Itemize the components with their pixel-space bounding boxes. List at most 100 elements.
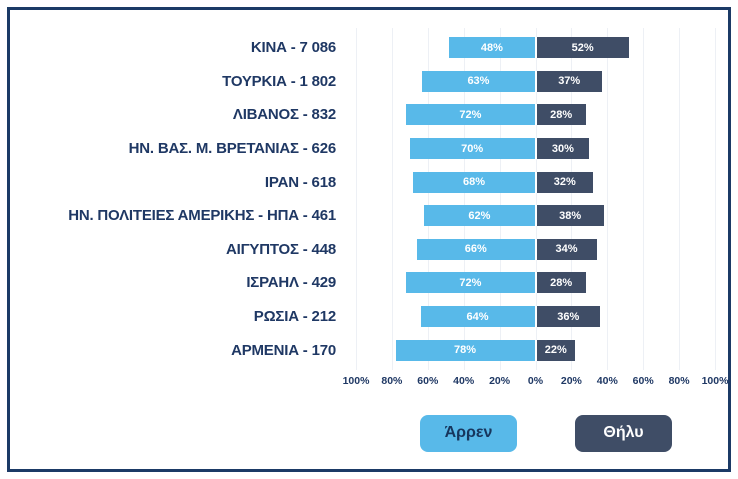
male-half: 64% <box>356 306 536 328</box>
category-label: ΛΙΒΑΝΟΣ - 832 <box>232 106 336 124</box>
gridline <box>571 28 573 370</box>
row-plot: 64% 36% <box>356 306 716 328</box>
axis-tick-label: 80% <box>381 374 403 387</box>
female-bar[interactable]: 52% <box>535 37 629 59</box>
female-bar[interactable]: 30% <box>535 138 590 160</box>
axis-tick-label: 0% <box>527 374 544 387</box>
axis-tick-label: 60% <box>417 374 439 387</box>
chart-row: ΙΣΡΑΗΛ - 429 72% 28% <box>10 266 728 300</box>
axis-tick-label: 100% <box>701 374 729 387</box>
row-plot: 63% 37% <box>356 70 716 92</box>
legend-button-male[interactable]: Άρρεν <box>420 414 517 452</box>
category-label: ΗΝ. ΠΟΛΙΤΕΙΕΣ ΑΜΕΡΙΚΗΣ - ΗΠΑ - 461 <box>68 207 336 225</box>
row-plot: 62% 38% <box>356 205 716 227</box>
chart-row: ΗΝ. ΠΟΛΙΤΕΙΕΣ ΑΜΕΡΙΚΗΣ - ΗΠΑ - 461 62% 38% <box>10 199 728 233</box>
category-label: ΑΙΓΥΠΤΟΣ - 448 <box>226 240 336 258</box>
female-half: 22% <box>535 339 716 361</box>
gridline <box>715 28 716 370</box>
axis-tick-label: 60% <box>632 374 654 387</box>
male-bar[interactable]: 72% <box>406 104 536 126</box>
male-half: 48% <box>356 37 536 59</box>
female-half: 28% <box>535 104 716 126</box>
gridline <box>643 28 645 370</box>
axis-tick-label: 100% <box>342 374 370 387</box>
male-bar[interactable]: 70% <box>409 138 536 160</box>
chart-row: ΙΡΑΝ - 618 68% 32% <box>10 165 728 199</box>
female-half: 34% <box>535 238 716 260</box>
category-label: ΙΡΑΝ - 618 <box>264 173 336 191</box>
chart-row: ΑΡΜΕΝΙΑ - 170 78% 22% <box>10 333 728 367</box>
chart-frame: ΚΙΝΑ - 7 086 48% 52% ΤΟΥΡΚΙΑ - 1 802 63% 37% Λ… <box>7 7 731 472</box>
gridline <box>499 28 501 370</box>
male-half: 68% <box>356 171 536 193</box>
male-half: 78% <box>356 339 536 361</box>
male-bar[interactable]: 62% <box>424 205 536 227</box>
male-bar[interactable]: 78% <box>395 339 536 361</box>
male-bar[interactable]: 72% <box>406 272 536 294</box>
category-label: ΡΩΣΙΑ - 212 <box>253 308 336 326</box>
row-plot: 66% 34% <box>356 238 716 260</box>
female-bar[interactable]: 34% <box>535 238 597 260</box>
chart-row: ΗΝ. ΒΑΣ. Μ. ΒΡΕΤΑΝΙΑΣ - 626 70% 30% <box>10 132 728 166</box>
female-bar[interactable]: 22% <box>535 339 575 361</box>
female-half: 36% <box>535 306 716 328</box>
female-half: 38% <box>535 205 716 227</box>
chart-row: ΚΙΝΑ - 7 086 48% 52% <box>10 31 728 65</box>
row-plot: 68% 32% <box>356 171 716 193</box>
axis-tick-label: 20% <box>489 374 511 387</box>
female-half: 52% <box>535 37 716 59</box>
gridline <box>427 28 429 370</box>
axis-tick-label: 40% <box>453 374 475 387</box>
row-plot: 78% 22% <box>356 339 716 361</box>
male-half: 70% <box>356 138 536 160</box>
female-half: 28% <box>535 272 716 294</box>
male-half: 72% <box>356 272 536 294</box>
male-half: 62% <box>356 205 536 227</box>
legend-button-female[interactable]: Θήλυ <box>575 414 672 452</box>
male-bar[interactable]: 64% <box>420 306 536 328</box>
chart-rows: ΚΙΝΑ - 7 086 48% 52% ΤΟΥΡΚΙΑ - 1 802 63% 37% Λ… <box>10 28 728 370</box>
female-bar[interactable]: 36% <box>535 306 601 328</box>
row-plot: 72% 28% <box>356 104 716 126</box>
female-bar[interactable]: 28% <box>535 272 586 294</box>
category-label: ΑΡΜΕΝΙΑ - 170 <box>231 341 336 359</box>
gridline <box>535 28 537 370</box>
female-half: 37% <box>535 70 716 92</box>
axis-tick-label: 20% <box>560 374 582 387</box>
female-half: 30% <box>535 138 716 160</box>
gridline <box>607 28 609 370</box>
category-label: ΗΝ. ΒΑΣ. Μ. ΒΡΕΤΑΝΙΑΣ - 626 <box>128 140 337 158</box>
female-half: 32% <box>535 171 716 193</box>
male-bar[interactable]: 63% <box>422 70 536 92</box>
male-half: 66% <box>356 238 536 260</box>
female-bar[interactable]: 37% <box>535 70 602 92</box>
male-bar[interactable]: 66% <box>417 238 536 260</box>
category-label: ΤΟΥΡΚΙΑ - 1 802 <box>222 72 336 90</box>
legend: Άρρεν Θήλυ <box>420 414 728 452</box>
chart-row: ΤΟΥΡΚΙΑ - 1 802 63% 37% <box>10 65 728 99</box>
female-bar[interactable]: 28% <box>535 104 586 126</box>
gridline <box>463 28 465 370</box>
male-half: 72% <box>356 104 536 126</box>
male-bar[interactable]: 48% <box>449 37 536 59</box>
gridline <box>679 28 681 370</box>
male-half: 63% <box>356 70 536 92</box>
row-plot: 72% 28% <box>356 272 716 294</box>
row-plot: 48% 52% <box>356 37 716 59</box>
gridlines <box>356 28 716 370</box>
chart-row: ΑΙΓΥΠΤΟΣ - 448 66% 34% <box>10 233 728 267</box>
category-label: ΚΙΝΑ - 7 086 <box>250 39 336 57</box>
row-plot: 70% 30% <box>356 138 716 160</box>
x-axis: 100% 80% 60% 40% 20% 0% 20% 40% 60% 80% 100% <box>343 374 729 389</box>
chart-row: ΡΩΣΙΑ - 212 64% 36% <box>10 300 728 334</box>
chart-row: ΛΙΒΑΝΟΣ - 832 72% 28% <box>10 98 728 132</box>
female-bar[interactable]: 32% <box>535 171 593 193</box>
male-bar[interactable]: 68% <box>413 171 536 193</box>
gridline <box>356 28 357 370</box>
female-bar[interactable]: 38% <box>535 205 604 227</box>
category-label: ΙΣΡΑΗΛ - 429 <box>246 274 336 292</box>
axis-tick-label: 40% <box>596 374 618 387</box>
axis-tick-label: 80% <box>668 374 690 387</box>
gridline <box>391 28 393 370</box>
